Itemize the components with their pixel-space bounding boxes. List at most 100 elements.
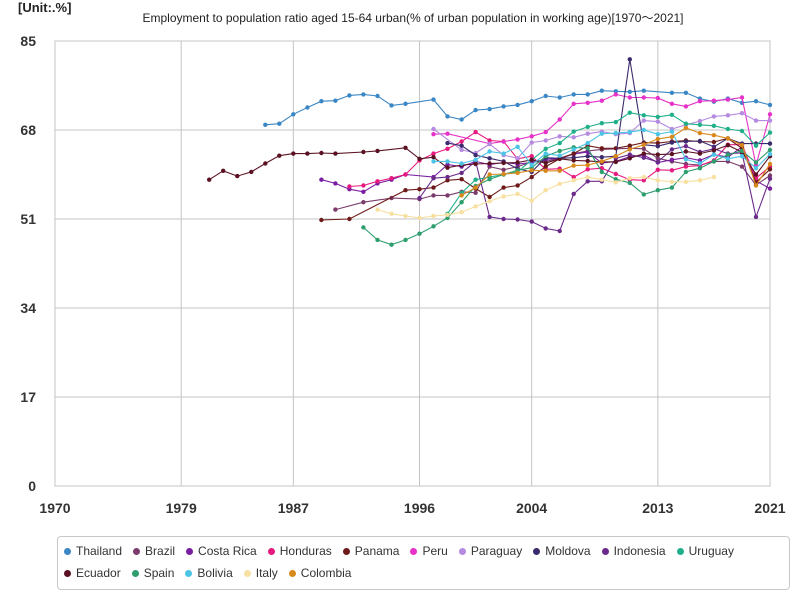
data-point bbox=[557, 134, 562, 139]
data-point bbox=[641, 155, 646, 160]
data-point bbox=[361, 92, 366, 97]
plot-frame bbox=[54, 40, 771, 487]
legend-marker bbox=[64, 547, 71, 555]
data-point bbox=[361, 149, 366, 155]
data-point bbox=[487, 156, 492, 161]
data-point bbox=[585, 174, 590, 180]
data-point bbox=[655, 178, 660, 183]
data-point bbox=[641, 127, 646, 133]
data-point bbox=[613, 89, 618, 94]
data-point bbox=[375, 179, 380, 184]
legend-label: Uruguay bbox=[688, 544, 734, 558]
data-point bbox=[571, 101, 576, 107]
data-point bbox=[753, 160, 759, 165]
y-tick-label: 85 bbox=[20, 33, 36, 49]
data-point bbox=[613, 92, 618, 97]
data-point bbox=[669, 90, 675, 96]
legend-item: Thailand bbox=[64, 544, 122, 558]
data-point bbox=[529, 174, 534, 180]
data-point bbox=[389, 176, 394, 181]
data-point bbox=[543, 188, 548, 193]
data-point bbox=[641, 192, 646, 197]
data-point bbox=[697, 130, 703, 136]
data-point bbox=[627, 152, 632, 157]
data-point bbox=[697, 99, 703, 104]
data-point bbox=[361, 200, 366, 205]
data-point bbox=[613, 177, 618, 182]
data-point bbox=[641, 174, 646, 180]
data-point bbox=[473, 177, 478, 182]
data-point bbox=[389, 211, 394, 216]
y-tick-label: 34 bbox=[20, 300, 36, 316]
data-point bbox=[585, 124, 590, 130]
data-point bbox=[319, 217, 324, 223]
legend-item: Italy bbox=[243, 566, 278, 580]
series-line bbox=[447, 59, 770, 173]
legend-marker bbox=[267, 547, 275, 555]
legend-label: Honduras bbox=[279, 544, 332, 558]
data-point bbox=[697, 118, 703, 124]
data-point bbox=[557, 156, 562, 161]
data-point bbox=[655, 152, 660, 157]
data-point bbox=[669, 140, 675, 145]
x-tick-label: 1987 bbox=[278, 500, 309, 516]
data-point bbox=[697, 138, 703, 144]
data-point bbox=[753, 172, 759, 177]
legend-marker bbox=[64, 569, 71, 577]
data-point bbox=[515, 183, 520, 188]
legend-label: Indonesia bbox=[613, 544, 666, 558]
legend-item: Costa Rica bbox=[186, 544, 257, 558]
data-point bbox=[389, 242, 394, 247]
data-point bbox=[711, 114, 717, 119]
data-point bbox=[515, 102, 520, 108]
data-point bbox=[459, 177, 464, 182]
data-point bbox=[333, 181, 338, 186]
data-point bbox=[683, 125, 689, 131]
legend-marker bbox=[533, 547, 541, 555]
data-point bbox=[683, 104, 689, 109]
data-point bbox=[767, 151, 773, 157]
data-point bbox=[683, 139, 689, 144]
data-point bbox=[599, 121, 604, 126]
data-point bbox=[725, 126, 731, 132]
data-point bbox=[543, 146, 548, 151]
data-point bbox=[501, 216, 506, 222]
data-point bbox=[627, 176, 632, 181]
data-point bbox=[529, 219, 534, 224]
data-point bbox=[515, 217, 520, 222]
data-point bbox=[543, 93, 548, 99]
data-point bbox=[445, 140, 450, 146]
data-point bbox=[767, 130, 773, 135]
legend-label: Ecuador bbox=[76, 566, 121, 580]
data-point bbox=[683, 169, 689, 175]
y-tick-label: 68 bbox=[20, 122, 36, 138]
legend-marker bbox=[133, 547, 141, 555]
legend-marker bbox=[288, 569, 296, 577]
data-point bbox=[487, 172, 492, 177]
data-point bbox=[501, 185, 506, 190]
series-line bbox=[321, 145, 771, 193]
data-point bbox=[585, 167, 590, 172]
x-tick-label: 2013 bbox=[642, 500, 673, 516]
data-point bbox=[767, 167, 773, 172]
data-point bbox=[655, 132, 660, 137]
data-point bbox=[361, 225, 366, 230]
data-point bbox=[585, 146, 590, 151]
data-point bbox=[445, 131, 450, 136]
data-point bbox=[725, 136, 731, 141]
legend-marker bbox=[458, 547, 466, 555]
series-line bbox=[419, 145, 771, 232]
data-point bbox=[627, 57, 632, 62]
data-point bbox=[445, 159, 450, 164]
data-point bbox=[431, 126, 436, 132]
data-point bbox=[529, 162, 534, 168]
data-point bbox=[473, 129, 478, 135]
x-tick-label: 1970 bbox=[39, 500, 70, 516]
data-point bbox=[473, 161, 478, 167]
data-point bbox=[599, 131, 604, 136]
data-point bbox=[613, 119, 618, 125]
data-point bbox=[767, 186, 773, 191]
data-point bbox=[683, 179, 689, 184]
